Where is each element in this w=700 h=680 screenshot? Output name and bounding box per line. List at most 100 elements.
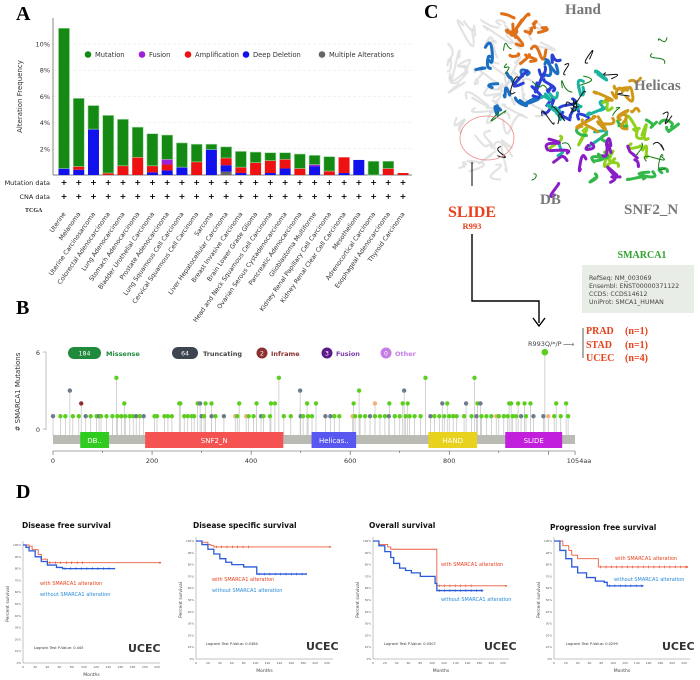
structure-colored-ribbon bbox=[502, 86, 512, 99]
lollipop-head bbox=[478, 401, 483, 406]
lollipop-head bbox=[268, 401, 274, 406]
structure-colored-ribbon bbox=[633, 158, 641, 169]
censor-mark bbox=[305, 573, 308, 575]
domain-slide bbox=[505, 432, 563, 448]
panel-label-a: A bbox=[16, 3, 31, 25]
mutation-data-marker: + bbox=[355, 178, 362, 187]
structure-colored-ribbon bbox=[573, 90, 586, 105]
lollipop-head bbox=[372, 401, 378, 406]
x-tick-label: 140 bbox=[277, 661, 283, 665]
legend-label: with SMARCA1 alteration bbox=[441, 562, 503, 568]
legend-label: Fusion bbox=[149, 51, 170, 59]
y-tick-label: 50% bbox=[15, 602, 22, 606]
alteration-frequency-chart: 2%4%6%8%10%Alteration Frequency++Uterine… bbox=[5, 18, 412, 324]
structure-colored-ribbon bbox=[519, 68, 531, 78]
structure-gray-ribbon bbox=[493, 138, 513, 150]
x-tick-label: 140 bbox=[105, 665, 111, 669]
bar-segment-deep-deletion bbox=[73, 169, 85, 175]
structure-colored-ribbon bbox=[640, 123, 650, 142]
y-tick-label: 70% bbox=[365, 574, 372, 578]
y-tick-label: 30% bbox=[546, 622, 553, 626]
y-tick-label: 50% bbox=[365, 598, 372, 602]
lollipop-head bbox=[515, 401, 521, 406]
legend-count: 0 bbox=[384, 351, 388, 358]
x-tick-label: 80 bbox=[418, 661, 422, 665]
structure-colored-ribbon bbox=[603, 72, 619, 80]
x-tick-label: 200 bbox=[146, 457, 158, 465]
bar-segment-mutation bbox=[220, 146, 232, 159]
lollipop-head bbox=[400, 401, 405, 406]
structure-colored-ribbon bbox=[551, 106, 566, 122]
label-slide: SLIDE bbox=[448, 204, 496, 221]
lollipop-head bbox=[372, 414, 378, 419]
bar-segment-amplification bbox=[250, 162, 262, 175]
panel-label-b: B bbox=[16, 297, 29, 319]
domain-label: SLIDE bbox=[524, 437, 544, 445]
cohort-count: (n=1) bbox=[625, 340, 648, 351]
y-axis-label: Percent survival bbox=[536, 582, 542, 618]
structure-colored-ribbon bbox=[610, 86, 622, 100]
lollipop-head bbox=[162, 414, 167, 419]
lollipop-head bbox=[114, 375, 119, 380]
bar-segment-mutation bbox=[190, 143, 203, 163]
structure-colored-ribbon bbox=[581, 85, 586, 97]
lollipop-head bbox=[552, 414, 557, 419]
row-label-tcga: TCGA bbox=[25, 208, 43, 214]
lollipop-head bbox=[123, 414, 128, 419]
lollipop-head bbox=[501, 414, 506, 419]
lollipop-head bbox=[432, 414, 437, 419]
legend-count: 2 bbox=[260, 351, 264, 358]
structure-colored-ribbon bbox=[624, 85, 635, 103]
bar-segment-amplification bbox=[161, 164, 173, 171]
lollipop-head bbox=[98, 414, 104, 419]
structure-colored-ribbon bbox=[505, 71, 515, 84]
structure-colored-ribbon bbox=[616, 108, 630, 122]
cohort-name: PRAD bbox=[586, 326, 614, 337]
structure-colored-ribbon bbox=[497, 146, 506, 158]
lollipop-head bbox=[474, 414, 479, 419]
mutation-data-marker: + bbox=[326, 178, 333, 187]
mutation-data-marker: + bbox=[193, 178, 200, 187]
cna-data-marker: + bbox=[341, 192, 348, 201]
x-tick-label: 140 bbox=[634, 661, 640, 665]
lollipop-head bbox=[392, 414, 397, 419]
survival-curve-without-alteration bbox=[373, 540, 483, 592]
lollipop-head bbox=[472, 375, 477, 380]
lollipop-head bbox=[454, 414, 459, 419]
arrow-right-icon: ⟶ bbox=[563, 340, 575, 349]
cna-data-marker: + bbox=[282, 192, 289, 201]
cohort-count: (n=1) bbox=[625, 326, 648, 337]
x-tick-label: 600 bbox=[344, 457, 356, 465]
x-tick-label: 220 bbox=[500, 661, 506, 665]
bar-segment-deep-deletion bbox=[279, 168, 291, 175]
bar-segment-amplification bbox=[338, 157, 350, 174]
lollipop-head bbox=[134, 414, 139, 419]
arrow-down-icon bbox=[532, 317, 546, 328]
gene-name: SMARCA1 bbox=[618, 250, 667, 261]
mutation-data-marker: + bbox=[267, 178, 274, 187]
legend-label: Fusion bbox=[336, 350, 360, 358]
structure-gray-ribbon bbox=[501, 113, 525, 135]
x-tick-label: 20 bbox=[383, 661, 387, 665]
lollipop-head bbox=[63, 414, 68, 419]
connector-line bbox=[471, 234, 540, 323]
lollipop-head bbox=[88, 414, 93, 419]
structure-colored-ribbon bbox=[658, 154, 666, 171]
y-tick-label: 70% bbox=[15, 578, 22, 582]
mutation-lollipop-plot: 6 0 # SMARCA1 Mutations DB.. SNF2_N Helicas..… bbox=[14, 347, 591, 465]
survival-curve-with-alteration bbox=[23, 544, 160, 564]
structure-colored-ribbon bbox=[596, 115, 608, 132]
legend-badge-truncating bbox=[172, 347, 198, 359]
legend-label: without SMARCA1 alteration bbox=[614, 577, 684, 583]
legend-marker-deep-deletion bbox=[242, 51, 250, 58]
structure-colored-ribbon bbox=[531, 173, 537, 181]
y-tick-label: 90% bbox=[365, 551, 372, 555]
x-tick-label: 160 bbox=[465, 661, 471, 665]
structure-colored-ribbon bbox=[548, 148, 571, 155]
x-axis-label: Months bbox=[614, 668, 631, 674]
mutation-data-marker: + bbox=[341, 178, 348, 187]
x-tick-label: 1054aa bbox=[567, 457, 592, 465]
y-axis-label: Percent survival bbox=[355, 582, 361, 618]
structure-colored-ribbon bbox=[540, 92, 552, 102]
